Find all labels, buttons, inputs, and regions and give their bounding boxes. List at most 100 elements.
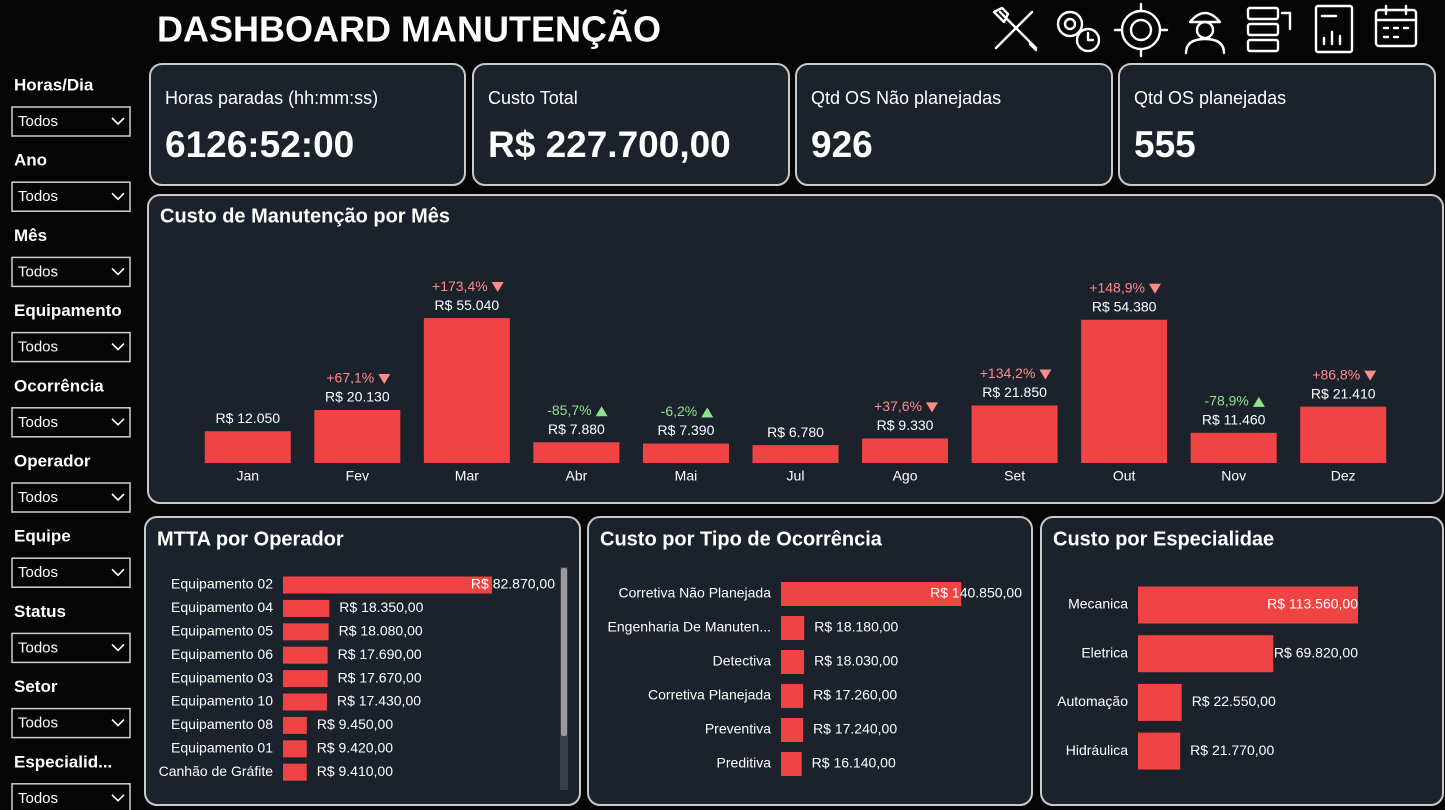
y-tick-label: Equipamento 08 — [171, 716, 273, 732]
data-label: R$ 6.780 — [767, 424, 824, 440]
data-label: R$ 21.850 — [982, 384, 1047, 400]
icon-tools[interactable] — [992, 6, 1038, 52]
nav-icons — [992, 2, 1418, 58]
change-arrow — [925, 402, 938, 413]
y-tick-label: Equipamento 05 — [171, 623, 273, 639]
data-label: R$ 11.460 — [1202, 412, 1266, 428]
kpi-value: 6126:52:00 — [165, 124, 354, 165]
x-tick-label: Ago — [893, 468, 918, 484]
filter-dropdown[interactable] — [11, 783, 131, 810]
bar — [781, 684, 804, 708]
filter-dropdown[interactable] — [11, 557, 131, 588]
data-label: R$ 9.410,00 — [317, 763, 393, 779]
x-tick-label: Mai — [675, 468, 698, 484]
data-label: R$ 9.450,00 — [317, 716, 393, 732]
change-label: -6,2% — [661, 403, 698, 419]
icon-gear-clock[interactable] — [1056, 10, 1101, 53]
bar — [642, 443, 729, 463]
icon-report[interactable] — [1314, 4, 1354, 54]
y-tick-label: Equipamento 04 — [171, 599, 273, 615]
bar — [781, 718, 804, 742]
icon-gear-money[interactable] — [1113, 2, 1169, 58]
bar — [423, 318, 510, 463]
x-tick-label: Out — [1113, 468, 1136, 484]
icon-calendar[interactable] — [1374, 4, 1418, 48]
change-arrow — [701, 407, 714, 418]
bar — [752, 445, 839, 463]
filter-dropdown[interactable] — [11, 181, 131, 212]
filter-label: Status — [14, 602, 66, 621]
filter-dropdown[interactable] — [11, 482, 131, 513]
bar — [1081, 319, 1168, 463]
y-tick-label: Automação — [1057, 693, 1128, 709]
data-label: R$ 17.690,00 — [338, 646, 422, 662]
icon-worker[interactable] — [1184, 11, 1226, 55]
y-tick-label: Engenharia De Manuten... — [608, 619, 771, 635]
y-tick-label: Corretiva Não Planejada — [618, 585, 771, 601]
scrollbar-thumb[interactable] — [561, 568, 567, 736]
dropdown-chevron — [111, 719, 125, 727]
filter-value: Todos — [18, 113, 58, 130]
filter-label: Mês — [14, 226, 47, 245]
data-label: R$ 17.430,00 — [337, 693, 421, 709]
kpi-card — [149, 63, 466, 186]
data-label: R$ 20.130 — [325, 389, 390, 405]
y-tick-label: Equipamento 03 — [171, 669, 273, 685]
change-label: +134,2% — [980, 365, 1036, 381]
filter-dropdown[interactable] — [11, 106, 131, 137]
y-tick-label: Detectiva — [713, 653, 772, 669]
filter-value: Todos — [18, 414, 58, 431]
filter-dropdown[interactable] — [11, 407, 131, 438]
bar — [204, 431, 291, 463]
bar — [283, 623, 329, 641]
kpi-label: Qtd OS Não planejadas — [811, 88, 1001, 108]
bar — [1138, 683, 1182, 721]
bar — [971, 405, 1058, 463]
filter-dropdown[interactable] — [11, 632, 131, 664]
data-label: R$ 22.550,00 — [1192, 693, 1276, 709]
data-label: R$ 18.080,00 — [339, 623, 423, 639]
dropdown-chevron — [111, 794, 125, 802]
filter-label: Equipamento — [14, 301, 122, 320]
bar — [1138, 635, 1274, 673]
filter-label: Especialid... — [14, 752, 112, 771]
change-arrow — [1252, 396, 1265, 407]
data-label: R$ 7.390 — [658, 422, 715, 438]
filter-dropdown[interactable] — [11, 331, 131, 363]
kpi-card — [472, 63, 790, 186]
bar — [283, 670, 328, 688]
change-label: +173,4% — [432, 278, 488, 294]
kpi-card — [795, 63, 1113, 186]
kpi-label: Horas paradas (hh:mm:ss) — [165, 88, 378, 108]
y-tick-label: Equipamento 10 — [171, 693, 273, 709]
data-label: R$ 17.240,00 — [813, 721, 897, 737]
data-label: R$ 17.670,00 — [338, 669, 422, 685]
dropdown-chevron — [111, 643, 125, 652]
icon-list[interactable] — [1246, 6, 1292, 53]
data-label: R$ 17.260,00 — [813, 687, 897, 703]
bar — [283, 576, 493, 594]
filter-label: Equipe — [14, 527, 71, 546]
change-arrow — [491, 282, 504, 293]
change-arrow — [1148, 283, 1161, 294]
bar — [533, 442, 620, 463]
data-label: R$ 21.770,00 — [1190, 742, 1274, 758]
filter-label: Horas/Dia — [14, 75, 94, 94]
y-tick-label: Preditiva — [717, 755, 772, 771]
filter-dropdown[interactable] — [11, 707, 131, 739]
data-label: R$ 54.380 — [1092, 299, 1157, 315]
x-tick-label: Nov — [1221, 468, 1246, 484]
filter-dropdown[interactable] — [11, 256, 131, 288]
bar — [283, 716, 307, 734]
change-label: -85,7% — [547, 402, 591, 418]
data-label: R$ 16.140,00 — [812, 755, 896, 771]
bar — [283, 763, 307, 781]
bar — [1138, 586, 1359, 624]
y-tick-label: Eletrica — [1081, 644, 1128, 660]
x-tick-label: Jan — [236, 468, 259, 484]
filter-value: Todos — [18, 564, 58, 581]
change-arrow — [1039, 369, 1052, 380]
change-arrow — [378, 373, 391, 384]
data-label: R$ 140.850,00 — [930, 585, 1022, 601]
